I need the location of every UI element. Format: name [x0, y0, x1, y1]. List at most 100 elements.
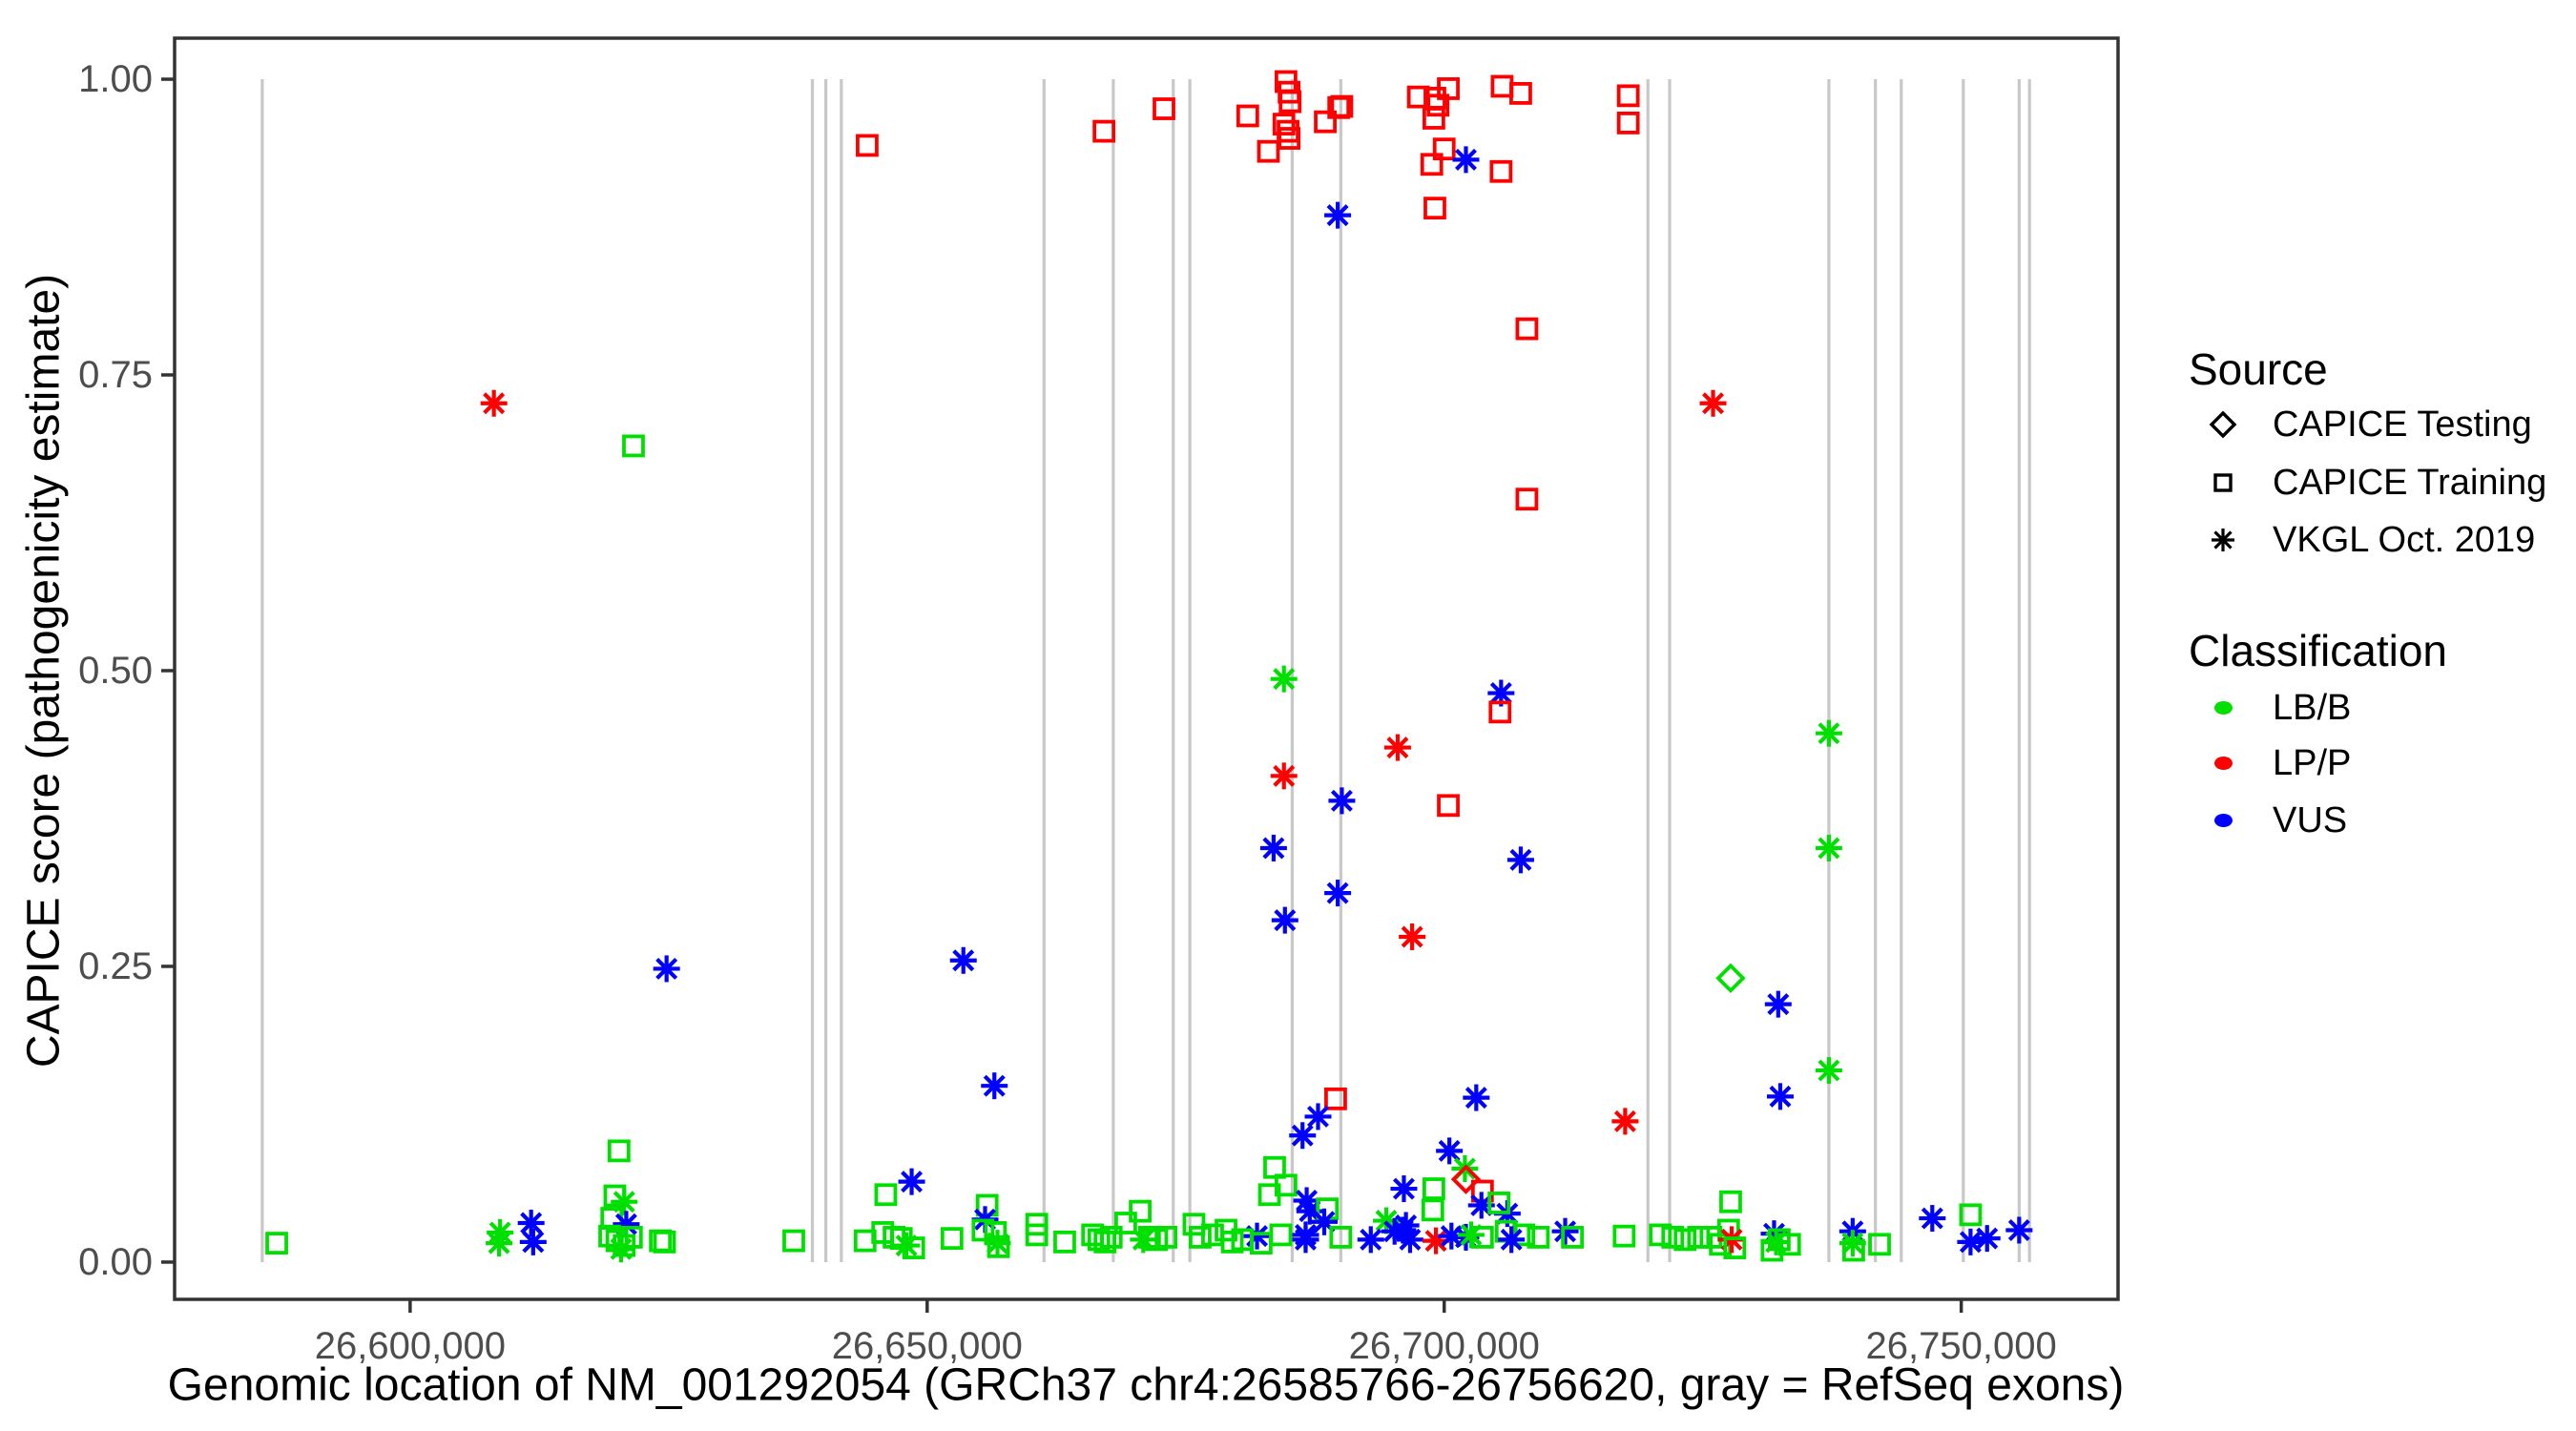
vkgl-asterisk-marker	[2005, 1216, 2033, 1244]
y-tick-label: 0.50	[78, 649, 153, 692]
training-square-marker	[1324, 1087, 1347, 1110]
x-tick-label: 26,700,000	[1348, 1325, 1540, 1367]
vkgl-asterisk-marker	[1551, 1217, 1579, 1245]
vkgl-asterisk-marker	[949, 946, 977, 974]
training-square-marker	[1527, 1226, 1550, 1249]
training-square-marker	[1314, 110, 1337, 134]
legend-item-label: VKGL Oct. 2019	[2273, 519, 2536, 560]
vkgl-asterisk-marker	[1357, 1226, 1384, 1254]
training-square-marker	[874, 1183, 898, 1207]
vkgl-asterisk-marker	[1396, 1226, 1423, 1254]
asterisk-icon	[2198, 515, 2248, 565]
training-square-marker	[1490, 74, 1514, 98]
training-square-marker	[1129, 1199, 1152, 1223]
legend-item-label: VUS	[2273, 799, 2348, 840]
legend-item-capice-training: CAPICE Training	[2198, 454, 2546, 511]
training-square-marker	[1868, 1233, 1891, 1256]
training-square-marker	[1719, 1190, 1742, 1213]
training-square-marker	[940, 1227, 964, 1251]
vkgl-asterisk-marker	[1289, 1122, 1317, 1150]
training-square-marker	[1236, 104, 1259, 128]
vkgl-asterisk-marker	[1304, 1103, 1332, 1130]
legend-source-title: Source	[2189, 344, 2328, 394]
training-square-marker	[1959, 1203, 1983, 1227]
x-tick-label: 26,650,000	[831, 1325, 1023, 1367]
vkgl-asterisk-marker	[1324, 201, 1352, 229]
vkgl-asterisk-marker	[1815, 834, 1842, 861]
vkgl-asterisk-marker	[1839, 1230, 1866, 1257]
vkgl-asterisk-marker	[486, 1230, 513, 1257]
vkgl-asterisk-marker	[1328, 787, 1356, 815]
vkgl-asterisk-marker	[1463, 1084, 1490, 1111]
training-square-marker	[607, 1139, 631, 1163]
y-tick-label: 0.00	[78, 1240, 153, 1283]
training-square-marker	[265, 1232, 288, 1255]
vkgl-asterisk-marker	[893, 1232, 921, 1259]
diamond-icon	[2198, 400, 2248, 449]
training-square-marker	[1422, 1177, 1445, 1200]
x-tick-label: 26,750,000	[1865, 1325, 2057, 1367]
vkgl-asterisk-marker	[611, 1188, 638, 1215]
training-square-marker	[1487, 1192, 1511, 1214]
training-square-marker	[1278, 90, 1302, 114]
vkgl-asterisk-marker	[519, 1228, 547, 1255]
training-square-marker	[1760, 1238, 1784, 1262]
vkgl-asterisk-marker	[1815, 1057, 1842, 1085]
panel-border	[173, 36, 2120, 1301]
vkgl-asterisk-marker	[1506, 846, 1534, 874]
legend-item-label: LP/P	[2273, 742, 2352, 783]
training-square-marker	[1470, 1226, 1494, 1249]
vkgl-asterisk-marker	[1270, 665, 1298, 693]
training-square-marker	[1081, 1223, 1105, 1247]
testing-diamond-marker	[1715, 963, 1746, 994]
training-square-marker	[1263, 1155, 1286, 1179]
training-square-marker	[1509, 82, 1532, 105]
training-square-marker	[1616, 84, 1640, 108]
training-square-marker	[1137, 1226, 1161, 1249]
training-square-marker	[1489, 159, 1513, 183]
training-square-marker	[619, 1226, 643, 1249]
training-square-marker	[1649, 1223, 1672, 1247]
training-square-marker	[1329, 1226, 1353, 1249]
legend-item-vkgl: VKGL Oct. 2019	[2198, 511, 2535, 569]
testing-diamond-marker	[1450, 1164, 1482, 1194]
training-square-marker	[1723, 1236, 1747, 1259]
vkgl-asterisk-marker	[1973, 1225, 2001, 1253]
legend-item-lbb: LB/B	[2198, 679, 2351, 736]
training-square-marker	[1515, 317, 1539, 341]
training-square-marker	[1269, 1223, 1293, 1247]
training-square-marker	[1432, 137, 1456, 161]
x-tick-label: 26,600,000	[314, 1325, 506, 1367]
vkgl-asterisk-marker	[1487, 679, 1515, 707]
training-square-marker	[902, 1236, 925, 1259]
vkgl-asterisk-marker	[1498, 1226, 1526, 1254]
vkgl-asterisk-marker	[1243, 1222, 1271, 1250]
training-square-marker	[1093, 1230, 1117, 1254]
training-square-marker	[971, 1218, 995, 1242]
training-square-marker	[1330, 94, 1354, 118]
training-square-marker	[1423, 197, 1446, 220]
vkgl-asterisk-marker	[1611, 1108, 1639, 1135]
vkgl-asterisk-marker	[1436, 1137, 1464, 1165]
vkgl-asterisk-marker	[1699, 389, 1727, 417]
training-square-marker	[1257, 1183, 1281, 1207]
vkgl-asterisk-marker	[1390, 1175, 1418, 1203]
training-square-marker	[1842, 1238, 1865, 1262]
square-icon	[2198, 458, 2248, 508]
legend-item-capice-testing: CAPICE Testing	[2198, 396, 2532, 453]
training-square-marker	[1272, 113, 1296, 136]
training-square-marker	[1099, 1226, 1123, 1249]
training-square-marker	[782, 1229, 805, 1253]
vkgl-asterisk-marker	[1457, 1221, 1485, 1249]
training-square-marker	[1616, 112, 1640, 135]
training-square-marker	[1488, 700, 1512, 724]
training-square-marker	[1426, 93, 1450, 117]
vkgl-asterisk-marker	[1399, 923, 1426, 950]
y-tick-label: 0.25	[78, 944, 153, 987]
lbb-dot-icon	[2198, 683, 2248, 733]
training-square-marker	[1687, 1226, 1711, 1249]
vkgl-asterisk-marker	[1919, 1205, 1946, 1233]
vkgl-asterisk-marker	[1259, 834, 1287, 861]
vkgl-asterisk-marker	[898, 1168, 925, 1195]
